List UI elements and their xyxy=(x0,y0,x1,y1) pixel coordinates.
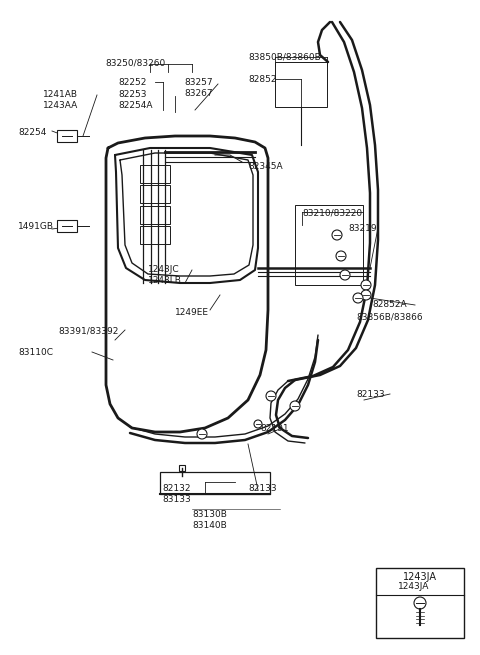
Text: 82345A: 82345A xyxy=(248,162,283,171)
Bar xyxy=(140,165,170,183)
Text: 82254: 82254 xyxy=(18,128,47,137)
Bar xyxy=(376,568,464,638)
Text: 83219: 83219 xyxy=(348,224,377,233)
Text: 82133: 82133 xyxy=(356,390,384,399)
Text: 82852A: 82852A xyxy=(372,300,407,309)
Circle shape xyxy=(197,429,207,439)
Bar xyxy=(140,206,170,224)
Text: 83210/83220: 83210/83220 xyxy=(302,208,362,217)
Circle shape xyxy=(361,280,371,290)
Text: 83110C: 83110C xyxy=(18,348,53,357)
Bar xyxy=(57,130,77,142)
Text: 82254A: 82254A xyxy=(118,101,153,110)
Text: 82191: 82191 xyxy=(260,424,288,433)
Text: 83850B/83860B: 83850B/83860B xyxy=(248,52,321,61)
Text: 1241AB: 1241AB xyxy=(43,90,78,99)
Text: 1243LB: 1243LB xyxy=(148,276,182,285)
Text: 1491GB: 1491GB xyxy=(18,222,54,231)
Circle shape xyxy=(353,293,363,303)
Text: 1249EE: 1249EE xyxy=(175,308,209,317)
Circle shape xyxy=(361,290,371,300)
Text: 83856B/83866: 83856B/83866 xyxy=(356,312,422,321)
Circle shape xyxy=(336,251,346,261)
Text: 1243JA: 1243JA xyxy=(398,582,430,591)
Bar xyxy=(140,226,170,244)
Circle shape xyxy=(414,597,426,609)
Text: 82852: 82852 xyxy=(248,75,276,84)
Circle shape xyxy=(290,401,300,411)
Circle shape xyxy=(266,391,276,401)
Bar xyxy=(160,472,270,494)
Bar xyxy=(140,185,170,203)
Text: 82132: 82132 xyxy=(162,484,191,493)
Text: 82133: 82133 xyxy=(248,484,276,493)
Circle shape xyxy=(332,230,342,240)
Text: 82253: 82253 xyxy=(118,90,146,99)
Text: 83257: 83257 xyxy=(184,78,213,87)
Circle shape xyxy=(340,270,350,280)
Text: 83267: 83267 xyxy=(184,89,213,98)
Text: 82252: 82252 xyxy=(118,78,146,87)
Bar xyxy=(57,220,77,232)
Bar xyxy=(295,205,363,285)
Circle shape xyxy=(254,420,262,428)
Text: 83133: 83133 xyxy=(162,495,191,504)
Text: 83140B: 83140B xyxy=(192,521,227,530)
Text: 1243JA: 1243JA xyxy=(403,572,437,582)
Bar xyxy=(275,62,327,107)
Text: 83130B: 83130B xyxy=(192,510,227,519)
Text: 1243JC: 1243JC xyxy=(148,265,180,274)
Text: 83250/83260: 83250/83260 xyxy=(105,58,165,67)
Text: 1243AA: 1243AA xyxy=(43,101,78,110)
Text: 83391/83392: 83391/83392 xyxy=(58,326,119,335)
